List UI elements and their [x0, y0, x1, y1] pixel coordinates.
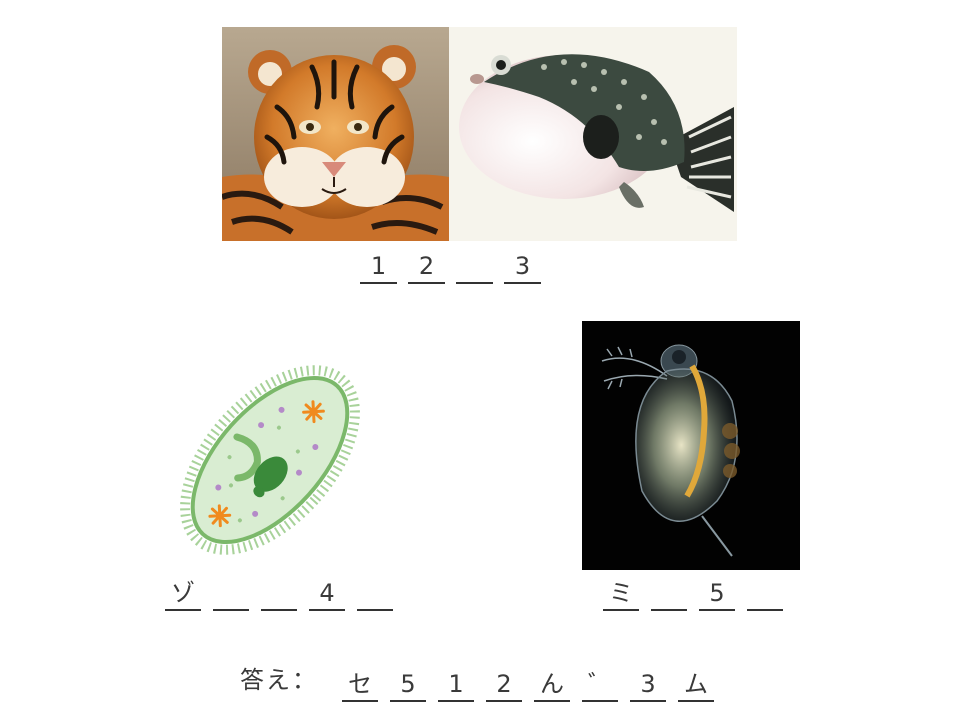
answer-blank-1[interactable]: セ	[342, 670, 378, 702]
answer-blank-4[interactable]: 2	[486, 670, 522, 702]
puzzle2-blank-1[interactable]: ゾ	[165, 579, 201, 611]
puzzle1-blank-2[interactable]: 2	[408, 252, 445, 284]
puzzle2-blank-4[interactable]: 4	[309, 579, 345, 611]
answer-blank-5[interactable]: ん	[534, 670, 570, 702]
paramecium-image	[170, 355, 370, 565]
answer-blank-2[interactable]: 5	[390, 670, 426, 702]
puzzle1-blank-4[interactable]: 3	[504, 252, 541, 284]
puzzle1-blank-1[interactable]: 1	[360, 252, 397, 284]
puzzle2-blank-5[interactable]	[357, 579, 393, 611]
daphnia-image	[582, 321, 800, 570]
puzzle2-blank-3[interactable]	[261, 579, 297, 611]
tiger-image	[222, 27, 449, 241]
answer-blank-3[interactable]: 1	[438, 670, 474, 702]
answer-blank-7[interactable]: 3	[630, 670, 666, 702]
puzzle2-blank-2[interactable]	[213, 579, 249, 611]
puzzle3-blank-3[interactable]: 5	[699, 579, 735, 611]
puzzle3-blank-4[interactable]	[747, 579, 783, 611]
pufferfish-image	[449, 27, 737, 241]
answer-blank-6[interactable]: ゛	[582, 670, 618, 702]
answer-blank-8[interactable]: ム	[678, 670, 714, 702]
puzzle3-blank-2[interactable]	[651, 579, 687, 611]
puzzle1-blank-3[interactable]	[456, 252, 493, 284]
answer-label: 答え：	[240, 666, 318, 694]
puzzle3-blank-1[interactable]: ミ	[603, 579, 639, 611]
